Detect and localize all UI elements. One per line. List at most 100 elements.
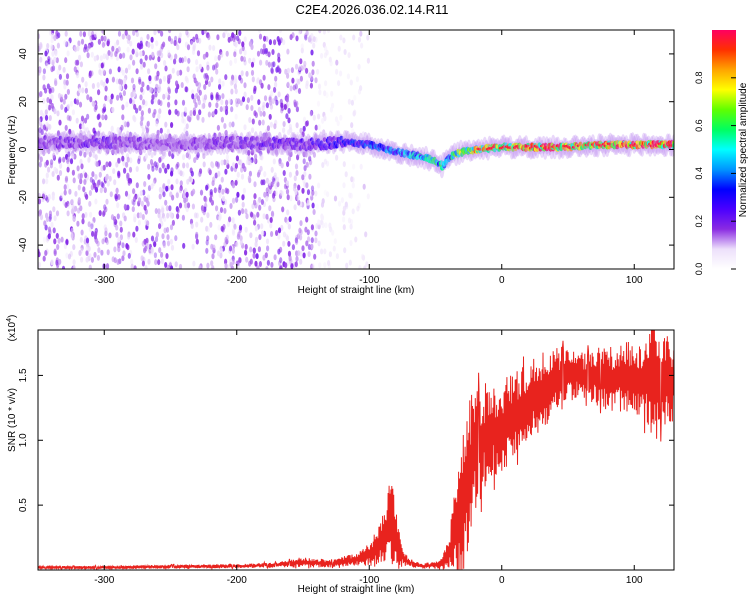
noise-cell [243, 91, 247, 98]
noise-cell [89, 211, 93, 218]
noise-cell [210, 94, 214, 101]
noise-cell [310, 237, 314, 244]
noise-cell [127, 193, 131, 200]
noise-cell [201, 30, 205, 36]
noise-cell [232, 162, 236, 169]
noise-cell [318, 30, 322, 34]
noise-cell [96, 181, 100, 188]
noise-cell [295, 87, 299, 93]
noise-cell [161, 207, 165, 214]
noise-cell [146, 84, 150, 91]
noise-cell [281, 206, 285, 213]
noise-cell [167, 88, 171, 95]
noise-cell [69, 250, 73, 257]
noise-cell [104, 206, 108, 213]
noise-cell [312, 151, 316, 158]
noise-cell [182, 192, 186, 199]
noise-cell [105, 77, 109, 84]
noise-cell [201, 116, 205, 123]
noise-cell [163, 216, 167, 222]
noise-cell [129, 40, 133, 47]
noise-cell [227, 36, 231, 43]
spectrogram-xlabel: Height of straight line (km) [298, 285, 415, 296]
noise-cell [321, 222, 325, 229]
noise-cell [209, 221, 213, 228]
noise-cell [270, 231, 274, 237]
noise-cell [245, 213, 249, 220]
noise-cell [114, 149, 118, 156]
noise-cell [152, 112, 156, 119]
noise-cell [50, 44, 54, 51]
noise-cell [97, 128, 101, 135]
noise-cell [176, 207, 180, 214]
noise-cell [285, 235, 290, 242]
noise-cell [245, 159, 250, 165]
noise-cell [188, 176, 192, 182]
noise-cell [340, 197, 344, 204]
noise-cell [83, 117, 88, 124]
noise-cell [287, 240, 291, 247]
noise-cell [206, 212, 210, 219]
noise-cell [320, 248, 324, 255]
noise-cell [166, 240, 171, 247]
noise-cell [70, 198, 74, 205]
ridge-cell [324, 145, 329, 151]
noise-cell [285, 96, 289, 103]
noise-cell [321, 162, 325, 168]
noise-cell [195, 221, 199, 228]
noise-cell [185, 191, 189, 198]
noise-cell [63, 243, 67, 250]
noise-cell [151, 51, 155, 58]
noise-cell [350, 122, 354, 129]
ridge-cell [138, 136, 143, 142]
noise-cell [91, 221, 95, 228]
noise-cell [302, 125, 306, 132]
noise-cell [328, 56, 332, 63]
noise-cell [207, 34, 211, 41]
noise-cell [137, 219, 141, 226]
noise-cell [265, 102, 269, 109]
noise-cell [39, 43, 43, 50]
noise-cell [297, 184, 301, 191]
noise-cell [317, 124, 321, 130]
noise-cell [56, 244, 60, 250]
noise-cell [266, 245, 270, 252]
noise-cell [362, 183, 366, 190]
noise-cell [267, 61, 271, 68]
noise-cell [212, 244, 216, 251]
noise-cell [180, 111, 185, 118]
noise-cell [216, 34, 220, 41]
ridge-cell [300, 138, 304, 144]
noise-cell [87, 30, 91, 37]
noise-cell [224, 168, 228, 175]
noise-cell [135, 68, 139, 75]
noise-cell [89, 96, 93, 103]
noise-cell [292, 185, 297, 192]
noise-cell [269, 217, 273, 223]
noise-cell [314, 124, 318, 131]
noise-cell [182, 154, 186, 161]
noise-cell [228, 216, 232, 223]
noise-cell [174, 108, 178, 115]
noise-cell [287, 155, 292, 162]
noise-cell [206, 235, 210, 242]
noise-cell [77, 173, 81, 180]
noise-cell [79, 158, 83, 165]
noise-cell [104, 230, 108, 237]
noise-cell [148, 54, 152, 61]
noise-cell [42, 98, 46, 104]
noise-cell [313, 253, 317, 260]
colorbar-tick-label: 0.6 [694, 119, 704, 132]
noise-cell [250, 105, 254, 111]
noise-cell [50, 221, 54, 228]
noise-cell [184, 86, 188, 93]
noise-cell [52, 227, 56, 234]
noise-cell [109, 191, 113, 198]
noise-cell [205, 239, 209, 246]
noise-cell [84, 172, 88, 179]
noise-cell [219, 106, 223, 113]
noise-cell [169, 238, 173, 245]
noise-cell [209, 197, 213, 203]
noise-cell [155, 74, 159, 81]
